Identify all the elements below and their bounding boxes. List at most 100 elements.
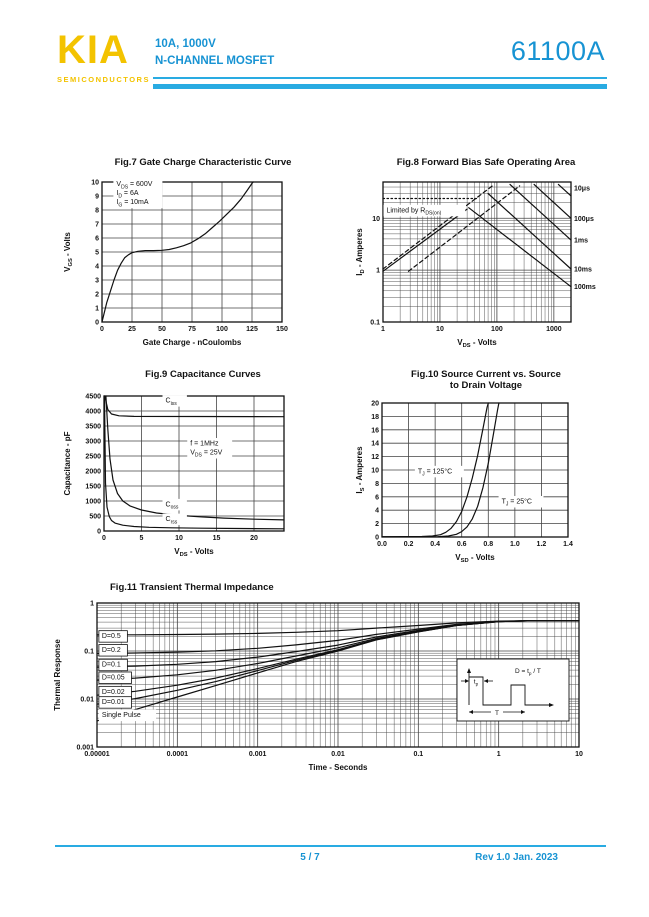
svg-text:14: 14 bbox=[371, 441, 379, 448]
svg-text:25: 25 bbox=[128, 326, 136, 333]
svg-text:3500: 3500 bbox=[85, 424, 101, 431]
svg-text:Coss: Coss bbox=[166, 501, 179, 510]
svg-text:VDS - Volts: VDS - Volts bbox=[457, 338, 497, 349]
svg-text:2500: 2500 bbox=[85, 454, 101, 461]
svg-text:Gate Charge - nCoulombs: Gate Charge - nCoulombs bbox=[143, 338, 242, 347]
product-summary: 10A, 1000V N-CHANNEL MOSFET bbox=[155, 36, 274, 69]
footer-rule bbox=[55, 845, 606, 847]
svg-text:VDS = 25V: VDS = 25V bbox=[190, 450, 222, 459]
svg-text:IG = 10mA: IG = 10mA bbox=[116, 199, 148, 208]
svg-text:4: 4 bbox=[375, 508, 379, 515]
svg-text:TJ = 25°C: TJ = 25°C bbox=[502, 498, 532, 508]
fig9-plot: 0 5 10 15 20 0 500 1000 1500 2000 2500 3000 3500 4000… bbox=[63, 394, 285, 558]
svg-text:10: 10 bbox=[91, 180, 99, 187]
svg-text:Crss: Crss bbox=[166, 516, 178, 525]
svg-text:0: 0 bbox=[100, 326, 104, 333]
svg-text:100: 100 bbox=[216, 326, 228, 333]
svg-text:IS - Amperes: IS - Amperes bbox=[355, 446, 366, 494]
svg-text:8: 8 bbox=[95, 208, 99, 215]
svg-text:VSD - Volts: VSD - Volts bbox=[455, 553, 495, 564]
svg-text:0.01: 0.01 bbox=[80, 697, 94, 704]
svg-text:0.0: 0.0 bbox=[377, 541, 387, 548]
svg-text:10: 10 bbox=[175, 535, 183, 542]
svg-text:0.2: 0.2 bbox=[404, 541, 414, 548]
svg-text:10: 10 bbox=[575, 751, 583, 758]
fig7-plot: 0 25 50 75 100 125 150 0 1 2 3 4 5 6 7 8 9 10 Gate Charge … bbox=[63, 178, 288, 347]
svg-text:500: 500 bbox=[89, 514, 101, 521]
svg-text:ID = 6A: ID = 6A bbox=[116, 190, 138, 199]
product-rating: 10A, 1000V bbox=[155, 38, 216, 50]
fig11-plot: 0.00001 0.0001 0.001 0.01 0.1 1 10 0.001 0.01 0.1… bbox=[53, 601, 583, 773]
svg-text:D=0.05: D=0.05 bbox=[102, 674, 125, 681]
svg-text:2: 2 bbox=[95, 292, 99, 299]
svg-text:16: 16 bbox=[371, 427, 379, 434]
svg-text:0: 0 bbox=[375, 535, 379, 542]
svg-text:TJ = 125°C: TJ = 125°C bbox=[418, 467, 452, 477]
svg-text:6: 6 bbox=[95, 236, 99, 243]
svg-text:0.4: 0.4 bbox=[430, 541, 440, 548]
svg-text:T: T bbox=[495, 710, 499, 717]
svg-text:4500: 4500 bbox=[85, 394, 101, 401]
svg-text:D=0.1: D=0.1 bbox=[102, 662, 121, 669]
svg-text:150: 150 bbox=[276, 326, 288, 333]
fig9-title: Fig.9 Capacitance Curves bbox=[145, 369, 261, 380]
svg-text:VDS - Volts: VDS - Volts bbox=[174, 547, 214, 558]
svg-text:Limited by RDS(on): Limited by RDS(on) bbox=[386, 207, 441, 216]
svg-text:4000: 4000 bbox=[85, 409, 101, 416]
svg-text:0.1: 0.1 bbox=[370, 320, 380, 327]
svg-text:0: 0 bbox=[95, 320, 99, 327]
svg-text:1: 1 bbox=[497, 751, 501, 758]
svg-text:1.4: 1.4 bbox=[563, 541, 573, 548]
svg-text:f = 1MHz: f = 1MHz bbox=[190, 441, 219, 448]
svg-text:100: 100 bbox=[491, 326, 503, 333]
svg-text:5: 5 bbox=[95, 250, 99, 257]
svg-text:0.1: 0.1 bbox=[413, 751, 423, 758]
svg-text:12: 12 bbox=[371, 454, 379, 461]
product-type: N-CHANNEL MOSFET bbox=[155, 54, 275, 67]
svg-text:1ms: 1ms bbox=[574, 238, 588, 245]
svg-text:9: 9 bbox=[95, 194, 99, 201]
svg-text:tp: tp bbox=[474, 679, 479, 687]
svg-text:0.001: 0.001 bbox=[249, 751, 267, 758]
svg-text:75: 75 bbox=[188, 326, 196, 333]
svg-text:D=0.5: D=0.5 bbox=[102, 633, 121, 640]
fig11-title: Fig.11 Transient Thermal Impedance bbox=[110, 582, 274, 593]
part-number: 61100A bbox=[510, 36, 605, 66]
svg-text:Ciss: Ciss bbox=[166, 398, 178, 407]
svg-text:125: 125 bbox=[246, 326, 258, 333]
svg-text:1: 1 bbox=[90, 601, 94, 608]
svg-text:0: 0 bbox=[97, 529, 101, 536]
svg-text:10μs: 10μs bbox=[574, 186, 590, 193]
fig10-source-current-chart: Fig.10 Source Current vs. Source to Drai… bbox=[350, 369, 622, 575]
svg-text:D=0.01: D=0.01 bbox=[102, 699, 125, 706]
svg-text:1000: 1000 bbox=[85, 499, 101, 506]
svg-text:100μs: 100μs bbox=[574, 216, 594, 223]
svg-text:1: 1 bbox=[95, 306, 99, 313]
svg-text:7: 7 bbox=[95, 222, 99, 229]
svg-text:1.2: 1.2 bbox=[537, 541, 547, 548]
fig7-title: Fig.7 Gate Charge Characteristic Curve bbox=[114, 157, 292, 168]
fig10-plot: 0.0 0.2 0.4 0.6 0.8 1.0 1.2 1.4 0 2 4 6 8 10 12 14 16 18 2… bbox=[355, 401, 573, 565]
svg-text:18: 18 bbox=[371, 414, 379, 421]
page-number: 5 / 7 bbox=[300, 852, 320, 863]
svg-text:1: 1 bbox=[376, 268, 380, 275]
svg-text:10: 10 bbox=[371, 468, 379, 475]
svg-text:0.001: 0.001 bbox=[76, 745, 94, 752]
fig10-title-line1: Fig.10 Source Current vs. Source bbox=[411, 369, 561, 380]
svg-text:0: 0 bbox=[102, 535, 106, 542]
fig11-thermal-impedance-chart: Fig.11 Transient Thermal Impedance 0.000… bbox=[48, 582, 614, 783]
svg-text:2000: 2000 bbox=[85, 469, 101, 476]
svg-text:6: 6 bbox=[375, 494, 379, 501]
fig9-capacitance-chart: Fig.9 Capacitance Curves 0 5 10 15 20 0 500 100… bbox=[58, 369, 348, 568]
svg-text:D=0.2: D=0.2 bbox=[102, 647, 121, 654]
svg-text:D = tp / T: D = tp / T bbox=[515, 668, 541, 676]
svg-text:15: 15 bbox=[213, 535, 221, 542]
header-rule-thin bbox=[153, 77, 607, 79]
svg-text:10: 10 bbox=[372, 216, 380, 223]
svg-text:VDS = 600V: VDS = 600V bbox=[116, 181, 152, 190]
kia-logo: KIA bbox=[57, 28, 129, 72]
svg-text:Single Pulse: Single Pulse bbox=[102, 712, 141, 719]
svg-text:0.8: 0.8 bbox=[483, 541, 493, 548]
svg-text:0.6: 0.6 bbox=[457, 541, 467, 548]
